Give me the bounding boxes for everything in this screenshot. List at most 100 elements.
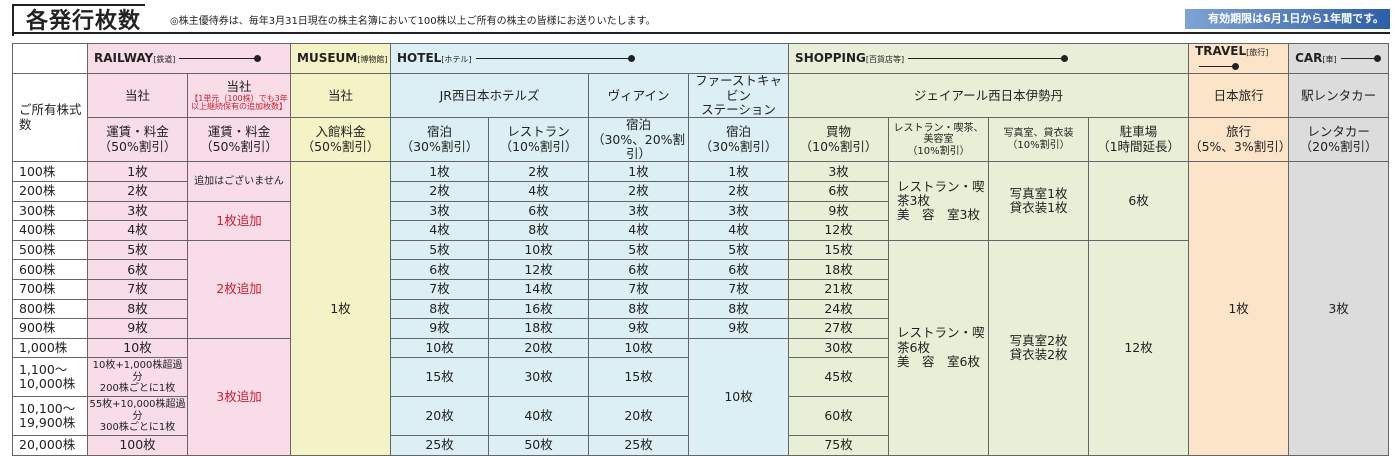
- company: JR西日本ホテルズ: [390, 73, 590, 119]
- hotel-stay: 20枚: [390, 396, 490, 437]
- service: 宿泊 （30%割引）: [688, 117, 790, 163]
- group-line: [179, 55, 262, 63]
- text-line: レストラン・喫茶3枚: [897, 178, 985, 208]
- railway: 8枚: [87, 298, 188, 320]
- group-name: RAILWAY: [94, 51, 154, 66]
- shopping: 24枚: [788, 298, 890, 320]
- row: 運賃・料金 （50%割引） 運賃・料金 （50%割引） 入館料金 （50%割引） 宿泊 （30…: [13, 117, 1390, 163]
- company: 当社 【1単元（100株）でも3年 以上継続保有の追加枚数】: [186, 73, 292, 119]
- title-bar: 各発行枚数 ◎株主優待券は、毎年3月31日現在の株主名簿において100株以上ご所…: [12, 4, 1390, 38]
- railway: 4枚: [87, 220, 188, 241]
- parking: 6枚: [1088, 161, 1190, 241]
- railway: 10枚: [87, 337, 188, 359]
- row: ご所有株式数 当社 当社 【1単元（100株）でも3年 以上継続保有の追加枚数】 当社 JR…: [12, 73, 1390, 163]
- holding: 900株: [12, 318, 88, 339]
- row: 800株 8枚 8枚 16枚 8枚 8枚 24枚: [12, 298, 1389, 320]
- text-line: （30%割引）: [699, 138, 778, 154]
- first-cabin: 9枚: [688, 318, 790, 339]
- text-line: 美 容 室6枚: [897, 354, 981, 370]
- company: 当社: [87, 73, 188, 119]
- service: 宿泊 （30%、20%割引）: [588, 117, 690, 163]
- via-inn: 20枚: [588, 396, 690, 437]
- text-line: （30%、20%割引）: [591, 131, 686, 162]
- hotel-restaurant: 18枚: [488, 318, 590, 339]
- shopping: 60枚: [788, 396, 890, 437]
- text-line: （30%割引）: [400, 138, 479, 154]
- railway: 2枚: [87, 181, 188, 202]
- service: 宿泊 （30%割引）: [390, 117, 490, 163]
- text-line: （1時間延長）: [1097, 138, 1181, 154]
- service: 買物 （10%割引）: [788, 117, 890, 163]
- shopping: 6枚: [788, 181, 890, 202]
- text-line: 宿泊: [726, 124, 752, 140]
- railway-extra: 1枚追加: [186, 200, 292, 241]
- holding: 20,000株: [12, 435, 88, 456]
- hotel-restaurant: 4枚: [488, 181, 590, 202]
- benefit-table: RAILWAY[鉄道] MUSEUM[博物館] HOTEL[ホテル] SHOPPING…: [12, 42, 1390, 456]
- service: 運賃・料金 （50%割引）: [87, 117, 188, 163]
- shopping: 30枚: [788, 337, 890, 359]
- shopping: 45枚: [788, 357, 890, 398]
- hotel-stay: 5枚: [390, 239, 490, 261]
- text-line: （10%割引）: [1007, 139, 1070, 151]
- text-line: 【1単元（100株）でも3年: [190, 93, 288, 103]
- parking: 12枚: [1088, 239, 1190, 456]
- text-line: （10%割引）: [499, 138, 578, 154]
- hotel-stay: 8枚: [390, 298, 490, 320]
- shopping: 21枚: [788, 278, 890, 300]
- holding: 500株: [12, 239, 88, 261]
- railway-extra: 2枚追加: [186, 239, 292, 339]
- text-line: 運賃・料金: [106, 124, 169, 140]
- hotel-restaurant: 12枚: [488, 259, 590, 280]
- text-line: 写真室、貸衣装: [1003, 128, 1074, 140]
- corner: [12, 42, 88, 75]
- group-header: RAILWAY[鉄道]: [86, 42, 292, 75]
- group-sub: [車]: [1322, 55, 1337, 65]
- hotel-stay: 9枚: [390, 318, 490, 339]
- group-sub: [ホテル]: [441, 55, 472, 65]
- text-line: 宿泊: [626, 117, 652, 133]
- hotel-restaurant: 2枚: [488, 161, 590, 183]
- text-line: 300株ごとに1枚: [99, 422, 176, 434]
- hotel-restaurant: 16枚: [488, 298, 590, 320]
- group-name: HOTEL: [397, 51, 442, 66]
- via-inn: 6枚: [588, 259, 690, 280]
- row: 300株 3枚 1枚追加 3枚 6枚 3枚 3枚 9枚: [12, 200, 1389, 241]
- via-inn: 9枚: [588, 318, 690, 339]
- railway: 55枚+10,000株超過分 300株ごとに1枚: [87, 396, 188, 437]
- shopping: 12枚: [788, 220, 890, 241]
- first-cabin: 6枚: [688, 259, 790, 280]
- holding: 400株: [12, 220, 88, 241]
- company: ヴィアイン: [588, 73, 690, 119]
- photo: 写真室2枚 貸衣装2枚: [988, 239, 1090, 456]
- service: 運賃・料金 （50%割引）: [186, 117, 292, 163]
- group-line: [475, 55, 636, 63]
- group-name: SHOPPING: [795, 51, 866, 66]
- title-rule: [12, 32, 1390, 34]
- holding: 100株: [12, 161, 88, 183]
- hotel-stay: 1枚: [390, 161, 490, 183]
- row: 1,000株 10枚 3枚追加 10枚 20枚 10枚 10枚 30枚: [12, 337, 1389, 456]
- railway: 9枚: [87, 318, 188, 339]
- holding: 200株: [12, 181, 88, 202]
- text-line: 貸衣装1枚: [1009, 200, 1068, 216]
- hotel-restaurant: 8枚: [488, 220, 590, 241]
- hotel-restaurant: 14枚: [488, 278, 590, 300]
- row: 900株 9枚 9枚 18枚 9枚 9枚 27枚: [12, 318, 1389, 339]
- hotel-stay: 2枚: [390, 181, 490, 202]
- hotel-restaurant: 20枚: [488, 337, 590, 359]
- text-line: 10,100～: [19, 400, 76, 416]
- railway: 6枚: [87, 259, 188, 280]
- group-header: CAR[車]: [1288, 42, 1390, 75]
- text-line: 宿泊: [427, 124, 453, 140]
- row: 100株 1枚 追加はございません 1枚 1枚 2枚 1枚 1枚 3枚 レストラン・喫茶3枚美 容…: [12, 161, 1390, 456]
- first-cabin: 10枚: [688, 337, 790, 456]
- holding-label: ご所有株式数: [12, 73, 88, 163]
- shopping: 15枚: [788, 239, 890, 261]
- first-cabin: 3枚: [688, 200, 790, 222]
- group-name: CAR: [1295, 51, 1323, 66]
- group-sub: [鉄道]: [153, 55, 176, 65]
- holding: 1,100～ 10,000株: [12, 357, 88, 398]
- via-inn: 5枚: [588, 239, 690, 261]
